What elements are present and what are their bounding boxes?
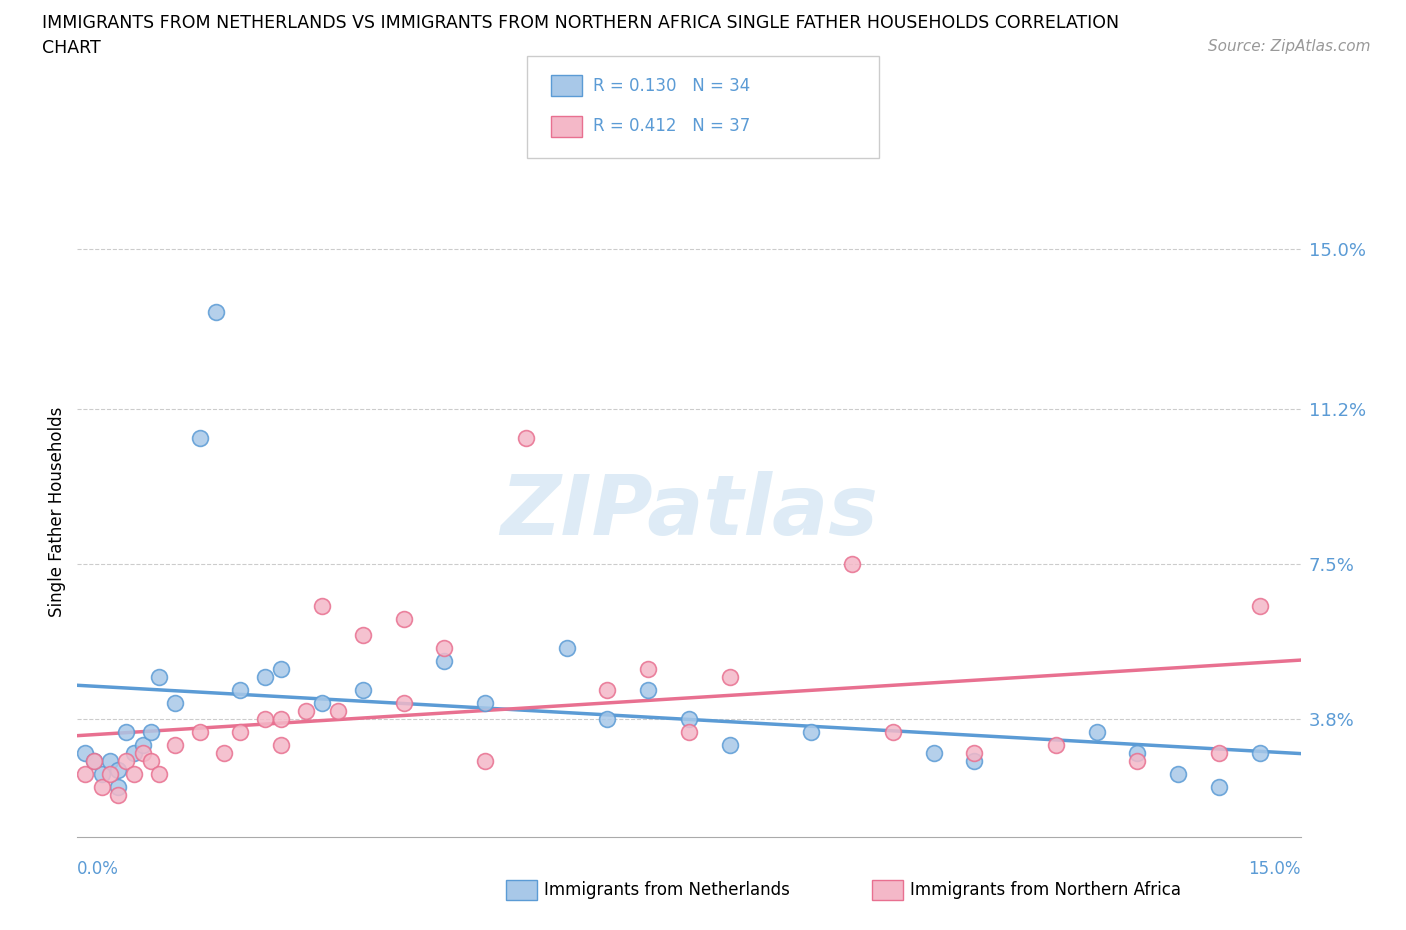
Point (131, 746, 153, 761)
Point (1249, 599, 1271, 614)
Point (270, 712, 292, 727)
Point (474, 695, 496, 710)
Text: Source: ZipAtlas.com: Source: ZipAtlas.com (1208, 39, 1371, 54)
Point (841, 556, 863, 571)
Text: 0.0%: 0.0% (77, 860, 120, 878)
Point (188, 724, 211, 739)
Point (433, 641, 456, 656)
Point (124, 766, 146, 781)
Point (1126, 754, 1149, 769)
Point (229, 724, 252, 739)
Point (474, 754, 496, 769)
Point (115, 754, 138, 769)
Point (270, 661, 292, 676)
Text: Immigrants from Netherlands: Immigrants from Netherlands (544, 881, 790, 899)
Point (596, 712, 619, 727)
Point (311, 695, 333, 710)
Y-axis label: Single Father Households: Single Father Households (48, 406, 66, 617)
Point (555, 641, 578, 656)
Point (718, 670, 741, 684)
Point (800, 724, 823, 739)
Point (637, 661, 659, 676)
Point (352, 628, 374, 643)
Point (83, 754, 105, 769)
Text: 15.0%: 15.0% (1249, 860, 1301, 878)
Point (165, 695, 187, 710)
Point (131, 737, 153, 752)
Point (1085, 724, 1108, 739)
Point (139, 724, 162, 739)
Point (963, 746, 986, 761)
Point (83, 754, 105, 769)
Point (678, 724, 700, 739)
Point (148, 766, 170, 781)
Point (392, 695, 415, 710)
Point (1045, 737, 1067, 752)
Point (294, 704, 316, 719)
Point (75, 766, 97, 781)
Point (90, 766, 112, 781)
Point (253, 712, 276, 727)
Point (107, 763, 129, 777)
Point (124, 746, 146, 761)
Text: R = 0.412   N = 37: R = 0.412 N = 37 (593, 117, 751, 136)
Point (922, 746, 945, 761)
Point (75, 746, 97, 761)
Point (139, 754, 162, 769)
Point (1208, 746, 1230, 761)
Text: IMMIGRANTS FROM NETHERLANDS VS IMMIGRANTS FROM NORTHERN AFRICA SINGLE FATHER HOU: IMMIGRANTS FROM NETHERLANDS VS IMMIGRANT… (42, 14, 1119, 32)
Point (205, 304, 228, 319)
Point (253, 670, 276, 684)
Point (107, 788, 129, 803)
Point (311, 599, 333, 614)
Point (718, 737, 741, 752)
Point (212, 746, 235, 761)
Point (392, 611, 415, 626)
Point (328, 704, 350, 719)
Point (229, 683, 252, 698)
Text: R = 0.130   N = 34: R = 0.130 N = 34 (593, 76, 751, 95)
Point (270, 737, 292, 752)
Point (98, 754, 121, 769)
Text: CHART: CHART (42, 39, 101, 57)
Point (1208, 779, 1230, 794)
Point (165, 737, 187, 752)
Point (98, 766, 121, 781)
Point (678, 712, 700, 727)
Text: Immigrants from Northern Africa: Immigrants from Northern Africa (910, 881, 1181, 899)
Point (433, 653, 456, 668)
Point (352, 683, 374, 698)
Point (1126, 746, 1149, 761)
Point (963, 754, 986, 769)
Point (596, 683, 619, 698)
Point (148, 670, 170, 684)
Point (90, 779, 112, 794)
Point (188, 431, 211, 445)
Point (1167, 766, 1189, 781)
Point (107, 779, 129, 794)
Point (882, 724, 904, 739)
Point (515, 431, 537, 445)
Point (1249, 746, 1271, 761)
Text: ZIPatlas: ZIPatlas (501, 471, 877, 552)
Point (115, 724, 138, 739)
Point (637, 683, 659, 698)
